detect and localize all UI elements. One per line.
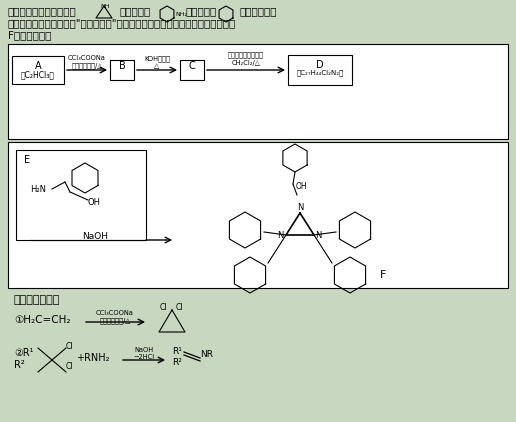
Text: H₂N: H₂N <box>30 185 46 194</box>
Text: NaOH: NaOH <box>82 232 108 241</box>
Text: 已知如下信息：: 已知如下信息： <box>14 295 60 305</box>
Text: 乙二醇二甲醚/△: 乙二醇二甲醚/△ <box>99 317 131 324</box>
Text: ），苯胺（: ），苯胺（ <box>120 6 151 16</box>
Bar <box>8 142 508 288</box>
Bar <box>288 55 352 85</box>
Text: 有机碱，例如二甲基胺（: 有机碱，例如二甲基胺（ <box>8 6 77 16</box>
Text: N: N <box>315 230 321 240</box>
Text: 合成中应用很普遍，目前"有机超强碱"的研究越来越受到关注，以下为有机超强碱: 合成中应用很普遍，目前"有机超强碱"的研究越来越受到关注，以下为有机超强碱 <box>8 18 236 28</box>
Bar <box>16 150 146 240</box>
Text: R²: R² <box>14 360 25 370</box>
Text: 乙二醇二甲醚/△: 乙二醇二甲醚/△ <box>71 62 103 69</box>
Text: E: E <box>24 155 30 165</box>
Text: −2HCl: −2HCl <box>134 354 155 360</box>
Text: Cl: Cl <box>159 303 167 312</box>
Text: 二环己基胺（过量）: 二环己基胺（过量） <box>228 51 264 58</box>
Text: +RNH₂: +RNH₂ <box>76 353 109 363</box>
Text: Cl: Cl <box>175 303 183 312</box>
Text: NaOH: NaOH <box>135 347 154 353</box>
Text: CH₂Cl₂/△: CH₂Cl₂/△ <box>232 60 261 66</box>
Text: A: A <box>35 61 41 71</box>
Text: N: N <box>297 203 303 212</box>
Text: F: F <box>380 270 386 280</box>
Bar <box>180 60 204 80</box>
Text: △: △ <box>154 63 159 69</box>
Bar <box>110 60 134 80</box>
Text: KOH醇溶液: KOH醇溶液 <box>144 55 170 62</box>
Text: NH: NH <box>100 4 110 9</box>
Text: NR: NR <box>200 350 213 359</box>
Text: B: B <box>119 61 125 71</box>
Text: CCl₃COONa: CCl₃COONa <box>68 55 106 61</box>
Bar <box>12 56 64 84</box>
Text: CCl₃COONa: CCl₃COONa <box>96 310 134 316</box>
Text: ②R¹: ②R¹ <box>14 348 34 358</box>
Text: N: N <box>277 230 283 240</box>
Text: C: C <box>189 61 196 71</box>
Text: R¹: R¹ <box>172 347 182 356</box>
Bar <box>8 44 508 139</box>
Text: OH: OH <box>296 182 308 191</box>
Text: R²: R² <box>172 358 182 367</box>
Text: OH: OH <box>88 198 101 207</box>
Text: （C₂₇H₄₄Cl₂N₂）: （C₂₇H₄₄Cl₂N₂） <box>296 69 344 76</box>
Text: NH₂: NH₂ <box>175 11 187 16</box>
Text: D: D <box>316 60 324 70</box>
Text: ），吡啶（: ），吡啶（ <box>185 6 216 16</box>
Text: ）等，在有机: ）等，在有机 <box>240 6 278 16</box>
Text: ①H₂C=CH₂: ①H₂C=CH₂ <box>14 315 71 325</box>
Text: Cl: Cl <box>66 342 73 351</box>
Text: F的合成路线：: F的合成路线： <box>8 30 52 40</box>
Text: Cl: Cl <box>66 362 73 371</box>
Text: （C₂HCl₃）: （C₂HCl₃） <box>21 70 55 79</box>
